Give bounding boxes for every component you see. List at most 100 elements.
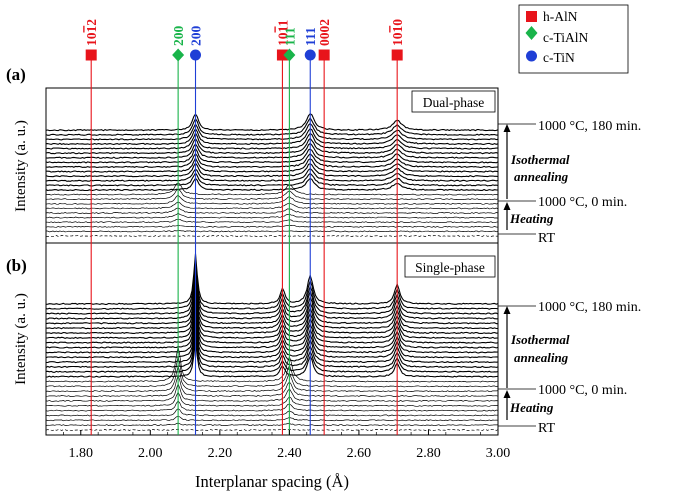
trace-a-18 (45, 137, 499, 155)
legend-label-h-aln: h-AlN (543, 9, 578, 24)
trace-a-12 (45, 168, 499, 182)
panel-a-middle-label: 1000 °C, 0 min. (538, 195, 627, 210)
trace-a-15 (45, 153, 499, 169)
panel-a-annotations: 1000 °C, 180 min. Isothermal annealing 1… (498, 119, 641, 246)
trace-a-19 (45, 132, 498, 150)
panel-a-heating-label: Heating (509, 211, 554, 226)
panel-a-anneal-arrowhead (503, 124, 511, 132)
panel-a-name: Dual-phase (423, 95, 484, 110)
trace-b-23 (46, 270, 498, 320)
trace-a-1 (45, 230, 499, 233)
trace-a-16 (45, 148, 499, 164)
reflection-marker-circle (190, 49, 202, 61)
trace-a-22 (45, 117, 498, 136)
legend-marker-h-aln (526, 11, 537, 22)
trace-a-20 (45, 128, 499, 146)
trace-a-11 (45, 172, 499, 187)
x-tick-label: 2.80 (416, 446, 441, 461)
reflection-label: 111 (303, 27, 318, 46)
trace-b-7 (45, 374, 499, 397)
trace-b-25 (45, 258, 499, 310)
panel-b-heat-arrowhead (503, 390, 511, 398)
panel-b-top-label: 1000 °C, 180 min. (538, 300, 641, 315)
panel-b-heating-label: Heating (509, 400, 554, 415)
trace-b-14 (46, 322, 499, 364)
trace-a-10 (45, 177, 499, 192)
reflection-marker-diamond (172, 48, 185, 62)
trace-a-4 (45, 212, 499, 219)
trace-b-19 (45, 293, 499, 339)
panel-b-anneal-line1: Isothermal (510, 332, 570, 347)
panel-a-heat-arrowhead (503, 202, 511, 210)
trace-a-6 (45, 201, 499, 210)
x-tick-label: 2.40 (277, 446, 302, 461)
legend-marker-c-tialn (525, 26, 538, 40)
y-axis-label-a: Intensity (a. u.) (13, 120, 29, 212)
reflection-label: 111 (282, 27, 297, 46)
trace-b-22 (45, 276, 499, 325)
trace-b-24 (45, 264, 499, 315)
x-axis-ticks: 1.80 2.00 2.20 2.40 2.60 2.80 3.00 (63, 430, 510, 461)
trace-b-6 (45, 383, 499, 402)
panel-a-anneal-line2: annealing (514, 169, 569, 184)
trace-b-18 (45, 299, 499, 344)
reflection-marker-square (318, 49, 330, 61)
trace-a-9 (45, 182, 499, 196)
reflection-label: 1010 (390, 19, 405, 46)
x-tick-label: 1.80 (69, 446, 94, 461)
legend-marker-c-tin (526, 50, 537, 62)
trace-a-2 (45, 224, 499, 228)
reflection-label: 1011 (275, 19, 290, 46)
panel-a-anneal-line1: Isothermal (510, 152, 570, 167)
legend-label-c-tin: c-TiN (543, 50, 575, 65)
reflection-label: 1012 (84, 19, 99, 46)
trace-a-13 (45, 162, 499, 178)
panel-b-name: Single-phase (415, 260, 485, 275)
panel-a-label: (a) (6, 65, 26, 84)
panel-b-label: (b) (6, 256, 27, 275)
trace-b-12 (45, 334, 499, 373)
trace-b-9 (45, 355, 499, 388)
panel-b-bottom-label: RT (538, 421, 555, 436)
trace-b-13 (45, 329, 499, 369)
panel-b-anneal-line2: annealing (514, 350, 569, 365)
panel-b-annotations: 1000 °C, 180 min. Isothermal annealing 1… (498, 300, 641, 436)
reflection-label: 200 (171, 26, 186, 47)
trace-b-5 (46, 391, 499, 407)
y-axis-label-b: Intensity (a. u.) (13, 293, 29, 385)
trace-b-21 (45, 282, 499, 330)
panel-b-traces (45, 253, 499, 431)
trace-a-5 (45, 207, 499, 214)
reflection-label: 0002 (317, 19, 332, 46)
trace-b-3 (45, 408, 499, 417)
reflection-marker-circle (304, 49, 316, 61)
trace-b-20 (45, 288, 499, 335)
x-tick-label: 3.00 (486, 446, 511, 461)
x-tick-label: 2.20 (208, 446, 233, 461)
reflection-marker-square (276, 49, 288, 61)
trace-b-16 (45, 311, 499, 354)
trace-b-11 (45, 340, 499, 378)
reflection-label: 200 (189, 26, 204, 47)
panel-a-name-box (411, 90, 496, 113)
trace-a-14 (46, 157, 499, 173)
trace-b-17 (45, 305, 499, 349)
trace-a-7 (45, 194, 499, 205)
trace-a-8 (45, 188, 499, 201)
trace-a-17 (45, 142, 499, 159)
x-axis-label: Interplanar spacing (Å) (195, 472, 349, 491)
legend-label-c-tialn: c-TiAlN (543, 30, 589, 45)
x-tick-label: 2.60 (347, 446, 372, 461)
panel-b-name-box (404, 255, 496, 278)
x-tick-label: 2.00 (138, 446, 163, 461)
panel-a-bottom-label: RT (538, 231, 555, 246)
trace-b-0 (45, 428, 499, 431)
trace-b-10 (45, 346, 499, 383)
legend-box (518, 4, 629, 74)
trace-b-15 (45, 317, 499, 359)
panel-b-middle-label: 1000 °C, 0 min. (538, 383, 627, 398)
trace-a-21 (45, 123, 499, 141)
panel-a-top-label: 1000 °C, 180 min. (538, 119, 641, 134)
